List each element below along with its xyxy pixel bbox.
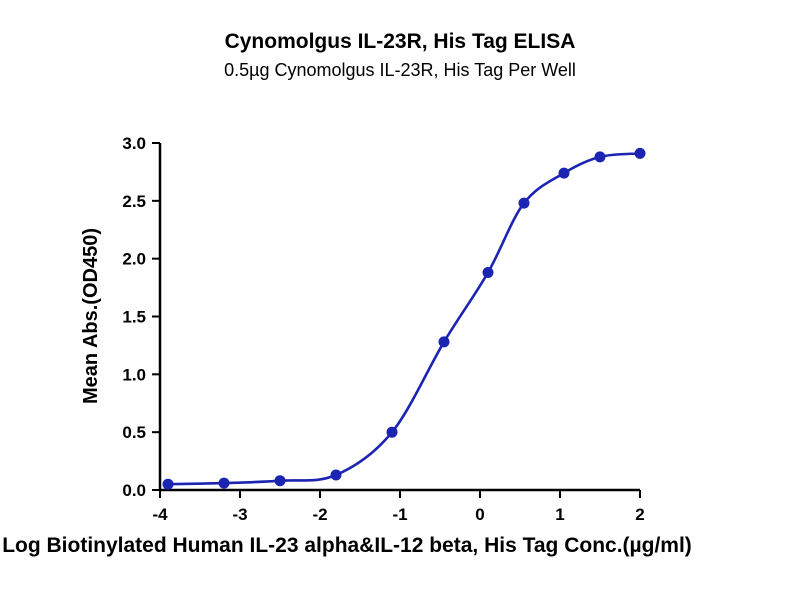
tick-labels-layer: -4 -3 -2 -1 0 1 2 0.0 0.5 1.0 1.5 2.0 2.5 3.0 — [122, 134, 644, 524]
x-tick-label: -2 — [312, 505, 327, 524]
x-tick-label: 0 — [475, 505, 484, 524]
axes-layer — [152, 142, 641, 498]
data-point — [634, 147, 646, 159]
data-point — [386, 426, 398, 438]
x-axis-label: Log Biotinylated Human IL-23 alpha&IL-12… — [2, 534, 692, 557]
x-tick-label: 2 — [635, 505, 644, 524]
x-tick-label: -3 — [232, 505, 247, 524]
y-tick-label: 1.0 — [122, 365, 146, 384]
data-point — [274, 475, 286, 487]
elisa-plot: -4 -3 -2 -1 0 1 2 0.0 0.5 1.0 1.5 2.0 2.5 3.0 Mean Ab… — [2, 134, 692, 557]
data-point — [558, 167, 570, 179]
data-point — [218, 477, 230, 489]
y-tick-label: 0.0 — [122, 481, 146, 500]
data-point — [162, 478, 174, 490]
chart-title: Cynomolgus IL-23R, His Tag ELISA — [224, 30, 576, 53]
y-axis-label: Mean Abs.(OD450) — [80, 228, 102, 404]
data-point — [594, 151, 606, 163]
y-tick-label: 0.5 — [122, 423, 146, 442]
y-tick-label: 2.5 — [122, 192, 146, 211]
data-point — [330, 469, 342, 481]
data-point — [438, 336, 450, 348]
x-tick-label: -4 — [152, 505, 168, 524]
chart-subtitle: 0.5µg Cynomolgus IL-23R, His Tag Per Wel… — [224, 60, 576, 80]
fit-curve — [166, 152, 642, 486]
fit-curve-layer — [166, 152, 642, 486]
y-tick-label: 2.0 — [122, 250, 146, 269]
data-point — [482, 267, 494, 278]
data-points-layer — [162, 147, 646, 490]
data-point — [518, 197, 530, 209]
x-tick-label: -1 — [392, 505, 407, 524]
x-tick-label: 1 — [555, 505, 564, 524]
y-tick-label: 3.0 — [122, 134, 146, 153]
y-tick-label: 1.5 — [122, 308, 146, 327]
